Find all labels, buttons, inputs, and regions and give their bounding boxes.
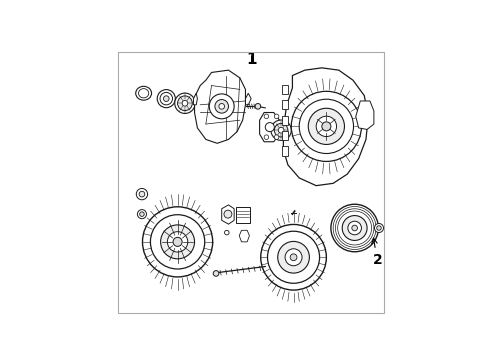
Ellipse shape [136, 86, 151, 100]
Circle shape [268, 231, 319, 283]
Circle shape [352, 225, 358, 231]
Circle shape [164, 96, 169, 102]
Circle shape [333, 207, 376, 249]
Polygon shape [239, 230, 249, 242]
Circle shape [157, 90, 175, 108]
Circle shape [377, 226, 381, 230]
Circle shape [173, 237, 182, 246]
Circle shape [290, 254, 297, 261]
Circle shape [215, 100, 228, 113]
Circle shape [175, 93, 195, 113]
Circle shape [278, 127, 284, 133]
Polygon shape [194, 93, 197, 105]
Circle shape [274, 114, 279, 118]
Circle shape [140, 212, 144, 216]
Circle shape [136, 189, 147, 200]
Polygon shape [282, 147, 288, 156]
Circle shape [182, 100, 188, 106]
Bar [236, 207, 250, 222]
Circle shape [150, 215, 205, 269]
Circle shape [308, 108, 344, 144]
Polygon shape [283, 68, 368, 186]
Circle shape [291, 91, 362, 161]
Circle shape [137, 210, 147, 219]
Circle shape [374, 224, 384, 233]
Circle shape [338, 211, 371, 245]
Polygon shape [282, 85, 288, 94]
Circle shape [213, 271, 219, 276]
Circle shape [264, 135, 269, 139]
Circle shape [322, 122, 331, 131]
Circle shape [209, 94, 234, 119]
Circle shape [274, 135, 279, 139]
Circle shape [342, 216, 367, 240]
Circle shape [224, 230, 229, 235]
Circle shape [299, 99, 353, 153]
Circle shape [264, 114, 269, 118]
Polygon shape [282, 100, 288, 109]
Ellipse shape [139, 89, 149, 98]
Circle shape [316, 116, 337, 136]
Circle shape [177, 96, 192, 111]
Circle shape [168, 232, 188, 252]
Polygon shape [260, 112, 279, 142]
Circle shape [224, 210, 232, 218]
Polygon shape [282, 116, 288, 125]
Circle shape [265, 123, 274, 132]
Circle shape [278, 242, 309, 273]
Circle shape [271, 120, 291, 140]
Polygon shape [282, 131, 288, 140]
Polygon shape [221, 205, 234, 224]
Circle shape [161, 225, 195, 259]
Circle shape [139, 191, 145, 197]
Circle shape [336, 209, 374, 247]
Circle shape [348, 221, 362, 235]
Circle shape [285, 249, 302, 266]
Polygon shape [356, 101, 374, 130]
Circle shape [160, 93, 172, 105]
Polygon shape [195, 70, 245, 143]
Circle shape [261, 224, 326, 290]
Circle shape [274, 123, 288, 137]
Circle shape [331, 204, 378, 252]
Circle shape [255, 104, 261, 109]
Polygon shape [245, 93, 251, 105]
Circle shape [219, 104, 224, 109]
Text: 2: 2 [372, 238, 382, 267]
Text: 1: 1 [246, 51, 256, 67]
Circle shape [143, 207, 213, 277]
